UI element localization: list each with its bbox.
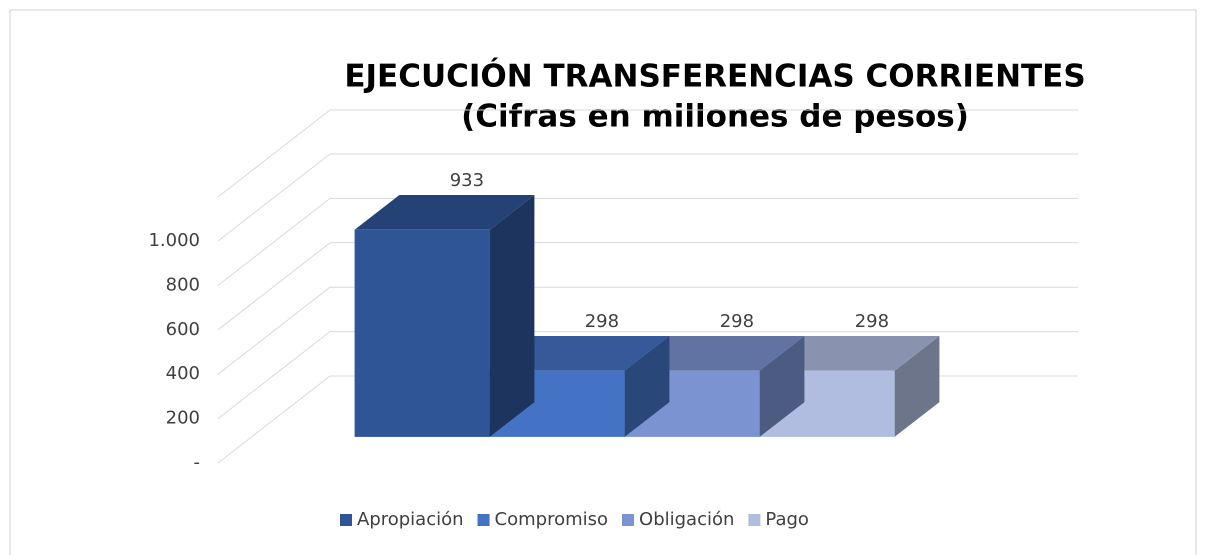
data-label: 298 xyxy=(720,311,754,332)
legend-label: Pago xyxy=(765,509,809,530)
y-tick-label: - xyxy=(194,452,201,473)
y-tick-label: 600 xyxy=(166,319,200,340)
data-label: 298 xyxy=(585,311,619,332)
grid-line-side xyxy=(217,242,331,331)
bar-top xyxy=(624,335,805,371)
grid-line-side xyxy=(217,153,331,242)
legend-label: Apropiación xyxy=(357,509,464,530)
bar-top xyxy=(489,335,670,371)
legend-swatch xyxy=(622,514,635,526)
chart-title: EJECUCIÓN TRANSFERENCIAS CORRIENTES xyxy=(344,58,1085,95)
legend-label: Obligación xyxy=(639,509,734,530)
bar-side xyxy=(624,335,670,437)
grid-line-side xyxy=(217,375,331,464)
grid-line-side xyxy=(217,331,331,419)
y-tick-label: 800 xyxy=(166,274,200,295)
grid-line-top-side xyxy=(217,109,331,198)
y-tick-label: 1.000 xyxy=(148,230,200,251)
bar-side xyxy=(894,335,940,437)
chart-frame xyxy=(9,9,1197,555)
grid-line-side xyxy=(217,198,331,286)
legend-swatch xyxy=(477,514,490,526)
bar-front xyxy=(354,229,490,437)
y-tick-label: 400 xyxy=(166,363,200,384)
chart-subtitle: (Cifras en millones de pesos) xyxy=(461,99,969,135)
legend-swatch xyxy=(748,514,761,526)
bar-side xyxy=(489,194,535,437)
bar-top xyxy=(759,335,940,371)
bar xyxy=(354,194,535,437)
bar-top xyxy=(354,194,535,230)
legend-label: Compromiso xyxy=(495,509,608,530)
data-label: 933 xyxy=(450,170,484,191)
bar-side xyxy=(759,335,805,437)
data-label: 298 xyxy=(855,311,889,332)
legend-swatch xyxy=(340,514,352,526)
bar xyxy=(489,335,670,437)
grid-line-side xyxy=(217,286,331,375)
y-tick-label: 200 xyxy=(166,408,200,429)
